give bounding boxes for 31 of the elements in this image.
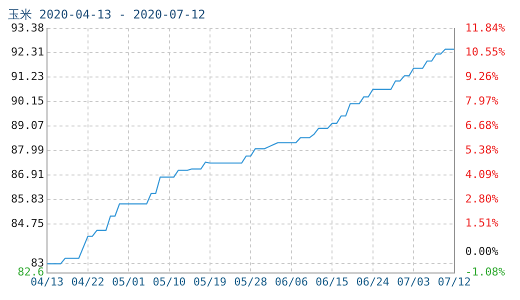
y2-tick-label: 11.84% [465,21,506,34]
x-tick-label: 04/22 [71,275,104,288]
x-tick-label: 06/24 [356,275,390,288]
x-tick-label: 05/19 [193,275,227,288]
y2-tick-label: 7.97% [465,94,499,108]
x-tick-label: 05/10 [152,275,186,288]
x-tick-label: 05/01 [112,275,146,288]
x-tick-label: 04/13 [30,275,64,288]
x-tick-label: 06/15 [316,275,349,288]
y2-tick-label: 5.38% [465,143,499,156]
y-tick-label: 92.31 [10,46,44,59]
x-tick-label: 07/03 [396,275,430,288]
y2-tick-label: 9.26% [465,70,499,84]
y-tick-label: 93.38 [10,21,44,34]
x-tick-label: 07/12 [438,275,471,288]
y-tick-label: 85.83 [10,192,44,206]
y-tick-label: 87.99 [10,143,44,156]
y2-tick-label: 4.09% [465,168,499,181]
y-tick-label: 86.91 [10,168,44,181]
y2-tick-label: 10.55% [465,46,506,59]
y-tick-label: 84.75 [10,216,44,230]
x-tick-label: 06/06 [274,275,308,288]
y2-tick-label: 6.68% [465,118,499,132]
y2-tick-label: 1.51% [465,216,499,230]
chart-title: 玉米 2020-04-13 - 2020-07-12 [8,7,206,22]
y-tick-label: 89.07 [10,118,44,132]
y-tick-label: 91.23 [10,70,44,84]
y2-tick-label: 2.80% [465,192,499,206]
y-tick-label: 90.15 [10,94,44,108]
y2-tick-label: 0.00% [465,245,499,258]
x-tick-label: 05/28 [234,275,268,288]
